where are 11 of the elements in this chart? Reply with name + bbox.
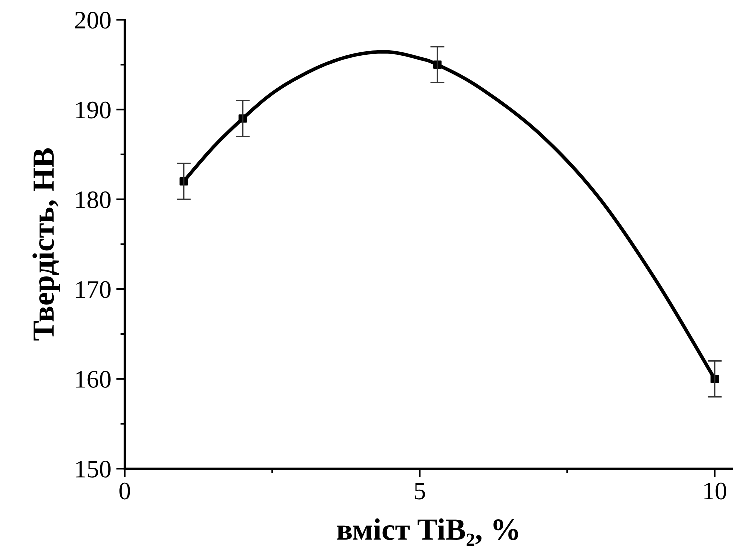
x-tick-label: 10 [704, 482, 726, 500]
y-tick-label: 150 [76, 460, 111, 478]
y-tick-label: 170 [76, 281, 111, 298]
x-tick-label: 0 [120, 482, 130, 500]
y-axis-title: Твердість, НВ [32, 148, 60, 341]
y-tick-label: 180 [76, 192, 111, 208]
y-tick-label: 200 [75, 12, 111, 29]
x-axis-title: вміст TiB₂, % [337, 518, 518, 546]
y-tick-label: 190 [76, 102, 111, 119]
y-tick-label: 160 [76, 371, 111, 388]
x-tick-label: 5 [415, 483, 426, 500]
